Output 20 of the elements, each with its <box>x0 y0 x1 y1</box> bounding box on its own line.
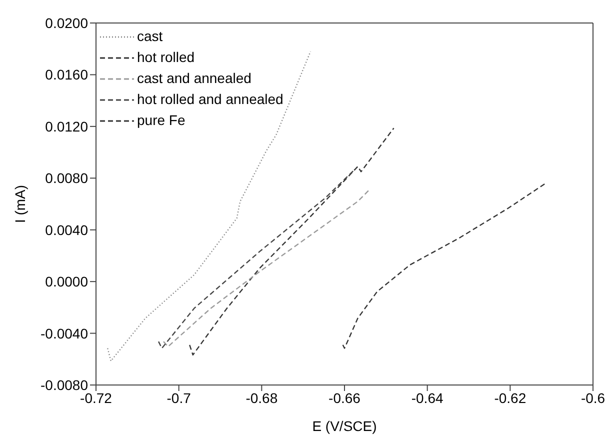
legend-label: cast <box>137 27 163 46</box>
legend-label: pure Fe <box>137 111 186 130</box>
x-tick-label: -0.64 <box>411 390 444 406</box>
x-tick-label: -0.66 <box>328 390 361 406</box>
y-tick-label: -0.0040 <box>40 325 88 342</box>
y-tick-label: 0.0080 <box>45 170 88 186</box>
x-tick-label: -0.6 <box>580 390 606 406</box>
legend-label: hot rolled and annealed <box>137 90 284 109</box>
x-tick-label: -0.7 <box>166 390 192 406</box>
x-tick-label: -0.68 <box>246 390 278 406</box>
y-tick-label: 0.0040 <box>45 222 88 238</box>
legend-label: hot rolled <box>137 48 195 67</box>
y-tick-label: 0.0160 <box>45 66 88 83</box>
x-axis-title: E (V/SCE) <box>312 418 377 434</box>
y-tick-label: 0.0000 <box>45 274 88 290</box>
legend-label: cast and annealed <box>137 69 252 88</box>
y-tick-label: 0.0120 <box>45 118 88 134</box>
y-axis-title: I (mA) <box>12 184 28 224</box>
x-tick-label: -0.62 <box>494 390 526 406</box>
y-tick-label: 0.0200 <box>45 14 88 31</box>
